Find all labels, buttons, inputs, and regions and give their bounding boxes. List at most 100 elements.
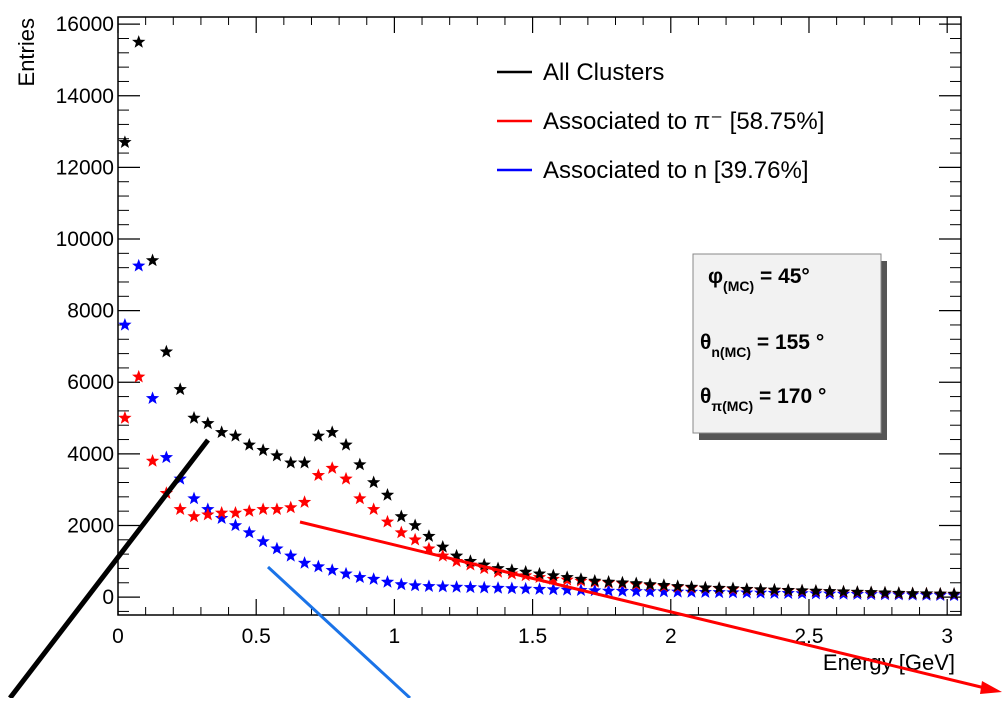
data-point [394,509,408,523]
data-point [505,563,519,576]
data-point [132,35,146,48]
data-point [145,253,160,267]
data-point [201,416,215,430]
data-point [712,585,726,599]
data-point [532,582,547,595]
data-point [145,391,160,405]
data-point [684,580,699,593]
data-point [671,579,685,593]
data-point [159,344,174,358]
data-point [463,554,478,567]
data-point [519,581,533,595]
data-point [394,577,408,591]
data-point [380,514,395,528]
y-tick-label: 0 [102,586,114,609]
data-point [657,578,671,591]
data-point [615,575,630,589]
data-point [574,572,588,585]
legend-label-pion: Associated to π⁻ [58.75%] [543,108,824,135]
data-point [491,581,505,594]
info-line-theta-pi: θπ(MC) = 170 ° [700,385,826,414]
y-tick-label: 8000 [67,300,114,323]
data-point [422,541,436,555]
data-point [311,428,326,442]
data-point [270,448,284,462]
data-point [629,584,643,598]
legend-label-all-clusters: All Clusters [543,59,664,86]
data-point [187,509,201,523]
data-point [145,454,160,467]
data-point [629,576,643,590]
data-point [214,511,229,524]
data-point [601,575,616,588]
data-point [367,475,381,489]
data-point [380,575,395,588]
data-points [118,35,961,602]
data-point [905,586,920,600]
data-point [477,580,491,594]
data-point [284,455,298,469]
data-point [118,411,132,424]
data-point [919,586,934,600]
data-point [242,525,256,539]
data-point [325,425,339,439]
data-point [214,425,229,439]
x-tick-label: 2 [665,625,677,648]
data-point [823,584,837,598]
data-point [712,581,726,594]
data-point [187,491,201,505]
data-point [173,502,187,516]
y-tick-label: 12000 [56,156,114,179]
data-point [339,437,353,451]
annotation-line-blue [266,565,412,700]
data-point [367,572,381,585]
series-0 [118,35,961,600]
data-point [297,495,312,508]
data-point [118,135,132,148]
data-point [657,584,671,598]
data-point [311,468,326,482]
data-point [809,584,823,597]
data-point [560,582,574,596]
data-point [491,561,505,575]
data-point [643,584,657,598]
data-point [546,568,560,582]
data-point [422,529,436,542]
annotation-arrowhead-red [980,681,1002,694]
data-point [781,583,795,596]
data-point [118,317,132,331]
data-point [270,502,284,516]
annotation-arrow-red [299,520,986,690]
data-point [339,471,353,485]
data-point [394,525,408,539]
data-point [546,582,560,596]
data-point [201,507,215,521]
y-tick-label: 2000 [67,514,114,537]
x-tick-label: 1 [389,625,401,648]
data-point [311,559,326,573]
data-point [228,505,243,519]
data-point [864,585,878,599]
data-point [698,585,712,598]
data-point [519,565,533,578]
data-point [367,502,381,516]
data-point [256,502,270,516]
data-point [588,573,602,587]
data-point [836,584,851,598]
y-tick-label: 14000 [56,85,114,108]
data-point [408,518,422,532]
info-box-panel [692,253,882,434]
x-tick-label: 0.5 [242,625,271,648]
x-tick-label: 0 [112,625,124,648]
data-point [256,534,270,548]
data-point [740,582,754,595]
data-point [242,504,256,517]
data-point [270,541,284,555]
data-point [242,437,256,451]
data-point [643,577,657,591]
data-point [187,411,201,424]
data-point [380,488,395,501]
data-point [671,584,685,598]
